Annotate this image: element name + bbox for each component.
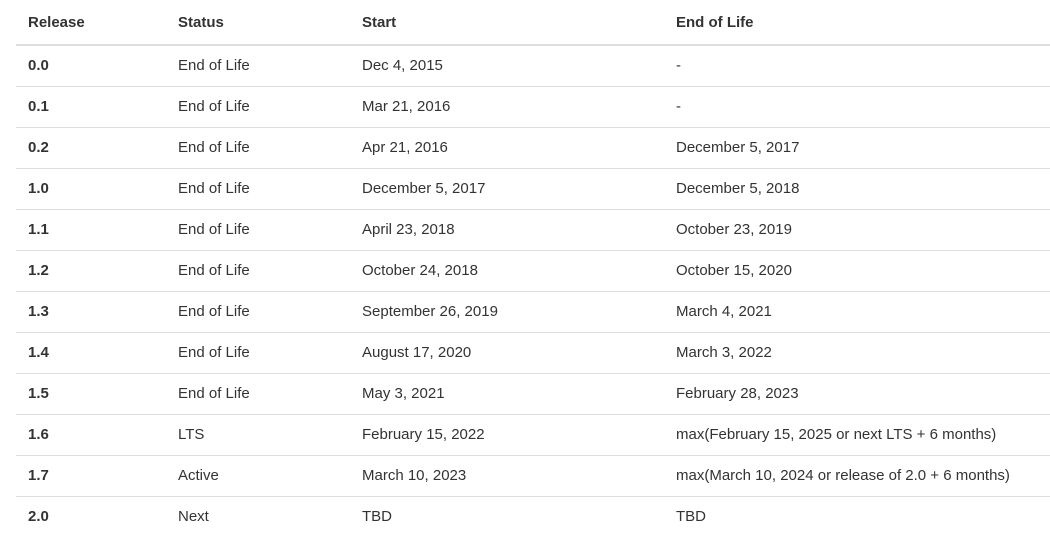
cell-status: LTS bbox=[166, 413, 350, 455]
header-end-of-life: End of Life bbox=[664, 0, 1050, 46]
table-row: 0.2 End of Life Apr 21, 2016 December 5, 20… bbox=[16, 126, 1050, 168]
cell-start: September 26, 2019 bbox=[350, 290, 664, 332]
header-release: Release bbox=[16, 0, 166, 46]
cell-start: Apr 21, 2016 bbox=[350, 126, 664, 168]
cell-release: 0.0 bbox=[28, 57, 49, 75]
table-row: 1.3 End of Life September 26, 2019 March 4,… bbox=[16, 290, 1050, 332]
cell-status: End of Life bbox=[166, 290, 350, 332]
header-row: Release Status Start End of Life bbox=[16, 0, 1050, 46]
cell-release: 1.3 bbox=[16, 290, 166, 332]
table-row: 1.0 End of Life December 5, 2017 December 5… bbox=[16, 167, 1050, 209]
cell-status: Next bbox=[166, 495, 350, 537]
cell-release: 1.0 bbox=[16, 167, 166, 209]
cell-status: Active bbox=[166, 454, 350, 496]
cell-end-of-life: December 5, 2018 bbox=[664, 167, 1050, 209]
cell-start: February 15, 2022 bbox=[350, 413, 664, 455]
cell-start: TBD bbox=[350, 495, 664, 537]
release-schedule-table: Release Status Start End of Life 0.0 End … bbox=[16, 0, 1050, 537]
cell-start: December 5, 2017 bbox=[350, 167, 664, 209]
cell-start: April 23, 2018 bbox=[350, 208, 664, 250]
cell-release: 1.4 bbox=[16, 331, 166, 373]
release-table-container: Release Status Start End of Life 0.0 End … bbox=[16, 0, 1050, 537]
cell-start: Dec 4, 2015 bbox=[362, 57, 443, 75]
cell-status: End of Life bbox=[166, 331, 350, 373]
cell-release: 1.1 bbox=[16, 208, 166, 250]
cell-status: End of Life bbox=[166, 372, 350, 414]
cell-status: End of Life bbox=[166, 85, 350, 127]
cell-start: May 3, 2021 bbox=[350, 372, 664, 414]
cell-end-of-life: max(March 10, 2024 or release of 2.0 + 6… bbox=[664, 454, 1050, 496]
cell-start: Mar 21, 2016 bbox=[350, 85, 664, 127]
cell-end-of-life: max(February 15, 2025 or next LTS + 6 mo… bbox=[664, 413, 1050, 455]
cell-status: End of Life bbox=[166, 249, 350, 291]
table-row: 0.1 End of Life Mar 21, 2016- bbox=[16, 85, 1050, 127]
table-row: 1.2 End of Life October 24, 2018 October 15… bbox=[16, 249, 1050, 291]
table-body: 0.0 End of Life Dec 4, 2015-0.1 End of Life… bbox=[16, 45, 1050, 537]
cell-end-of-life: March 4, 2021 bbox=[664, 290, 1050, 332]
cell-release: 1.6 bbox=[16, 413, 166, 455]
cell-start: August 17, 2020 bbox=[350, 331, 664, 373]
cell-release: 1.7 bbox=[16, 454, 166, 496]
cell-status: End of Life bbox=[178, 57, 250, 75]
table-header: Release Status Start End of Life bbox=[16, 0, 1050, 46]
cell-release: 1.2 bbox=[16, 249, 166, 291]
table-row: 1.5 End of Life May 3, 2021 February 28, 20… bbox=[16, 372, 1050, 414]
cell-end-of-life: TBD bbox=[664, 495, 1050, 537]
header-status: Status bbox=[166, 0, 350, 46]
cell-end-of-life: March 3, 2022 bbox=[664, 331, 1050, 373]
table-row: 1.6 LTS February 15, 2022 max(February 15, … bbox=[16, 413, 1050, 455]
cell-release: 0.1 bbox=[16, 85, 166, 127]
cell-release: 1.5 bbox=[16, 372, 166, 414]
cell-status: End of Life bbox=[166, 126, 350, 168]
table-row: 0.0 End of Life Dec 4, 2015 - bbox=[16, 45, 1050, 86]
cell-end-of-life: December 5, 2017 bbox=[664, 126, 1050, 168]
header-start: Start bbox=[350, 0, 664, 46]
cell-end-of-life: - bbox=[664, 85, 1050, 127]
cell-end-of-life: October 23, 2019 bbox=[664, 208, 1050, 250]
cell-end-of-life: - bbox=[676, 57, 681, 75]
cell-release: 0.2 bbox=[16, 126, 166, 168]
cell-start: March 10, 2023 bbox=[350, 454, 664, 496]
cell-end-of-life: October 15, 2020 bbox=[664, 249, 1050, 291]
cell-status: End of Life bbox=[166, 167, 350, 209]
table-row: 1.4 End of Life August 17, 2020 March 3, 20… bbox=[16, 331, 1050, 373]
cell-end-of-life: February 28, 2023 bbox=[664, 372, 1050, 414]
table-row: 2.0 Next TBD TBD bbox=[16, 495, 1050, 537]
cell-start: October 24, 2018 bbox=[350, 249, 664, 291]
table-row: 1.7 Active March 10, 2023 max(March 10, 202… bbox=[16, 454, 1050, 496]
cell-release: 2.0 bbox=[16, 495, 166, 537]
cell-status: End of Life bbox=[166, 208, 350, 250]
table-row: 1.1 End of Life April 23, 2018 October 23, … bbox=[16, 208, 1050, 250]
